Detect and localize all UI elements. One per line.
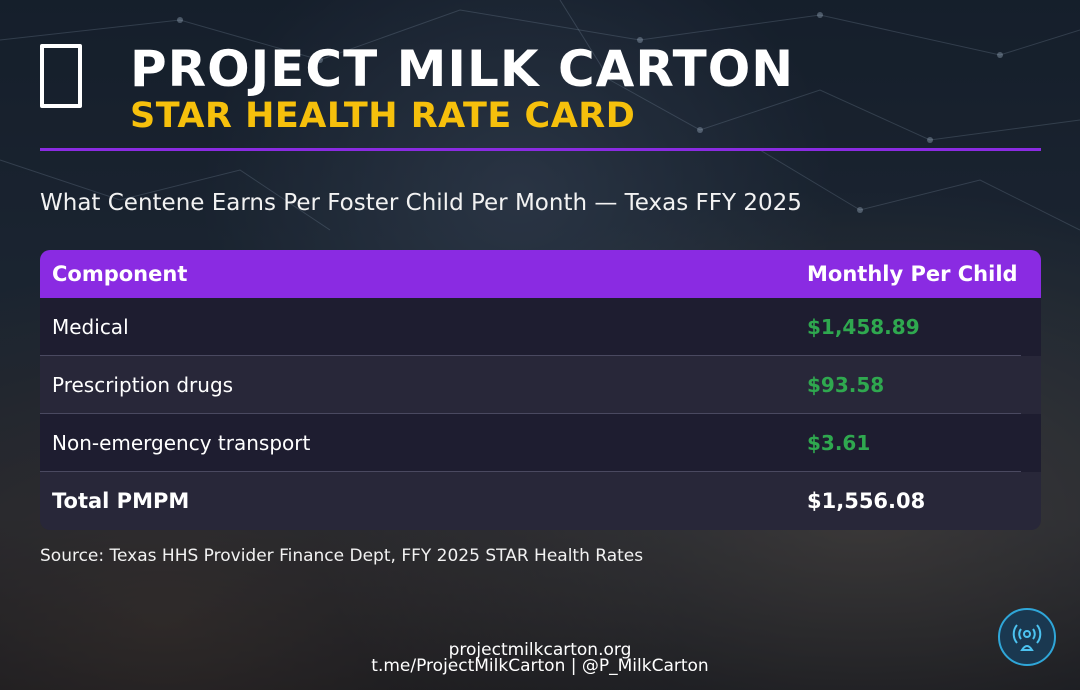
- column-header-component: Component: [52, 262, 188, 286]
- total-label: Total PMPM: [52, 489, 190, 513]
- rate-table: Component Monthly Per Child Medical $1,4…: [40, 250, 1041, 530]
- amount-cell: $93.58: [807, 373, 885, 397]
- table-caption: What Centene Earns Per Foster Child Per …: [40, 190, 802, 216]
- broadcast-icon: [998, 608, 1056, 666]
- table-header: Component Monthly Per Child: [40, 250, 1041, 298]
- component-cell: Non-emergency transport: [52, 431, 311, 455]
- page-subtitle: STAR HEALTH RATE CARD: [130, 96, 636, 136]
- amount-cell: $3.61: [807, 431, 871, 455]
- milk-carton-icon: [40, 44, 82, 108]
- table-row: Medical $1,458.89: [40, 298, 1041, 356]
- source-note: Source: Texas HHS Provider Finance Dept,…: [40, 546, 644, 566]
- total-amount: $1,556.08: [807, 489, 926, 513]
- component-cell: Medical: [52, 315, 129, 339]
- component-cell: Prescription drugs: [52, 373, 234, 397]
- footer-social: t.me/ProjectMilkCarton | @P_MilkCarton: [371, 656, 709, 676]
- table-total-row: Total PMPM $1,556.08: [40, 472, 1041, 530]
- column-header-monthly: Monthly Per Child: [807, 262, 1018, 286]
- footer-website: projectmilkcarton.org: [448, 640, 632, 660]
- table-row: Non-emergency transport $3.61: [40, 414, 1041, 472]
- header-divider: [40, 148, 1041, 151]
- amount-cell: $1,458.89: [807, 315, 920, 339]
- page-title: PROJECT MILK CARTON: [130, 40, 795, 98]
- table-row: Prescription drugs $93.58: [40, 356, 1041, 414]
